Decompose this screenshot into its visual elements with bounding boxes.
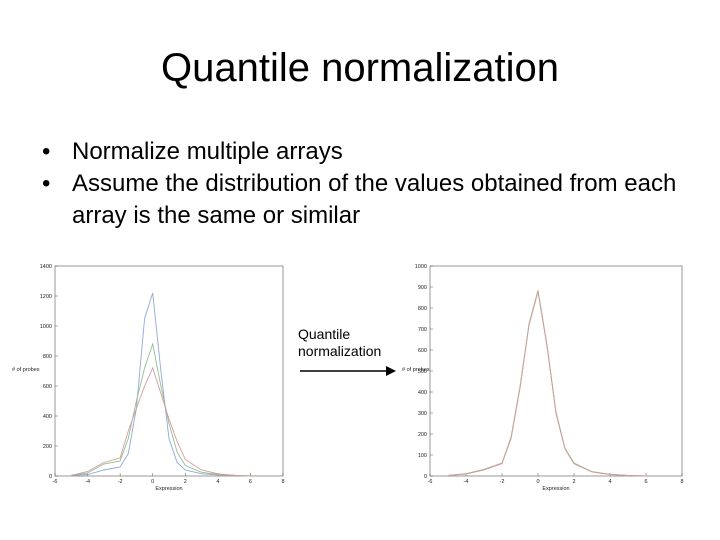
bullet-dot-icon: • — [42, 170, 51, 197]
x-tick-label: 0 — [536, 479, 539, 485]
y-axis-label: # of probes — [402, 367, 430, 373]
y-tick-label: 400 — [43, 414, 52, 420]
y-tick-label: 200 — [43, 444, 52, 450]
series-line-2 — [447, 290, 647, 477]
x-axis-label: Expression — [542, 486, 569, 492]
plot-frame — [54, 265, 284, 477]
slide-title: Quantile normalization — [161, 46, 559, 90]
right-arrow-icon — [300, 366, 396, 376]
histogram-before-svg: -6 -4 -2 0 2 4 6 8 0 200 400 600 800 1000 1200 1400 Expr… — [12, 264, 285, 492]
x-tick-label: 6 — [249, 479, 252, 485]
x-tick-label: -2 — [118, 479, 123, 485]
x-tick-label: 0 — [151, 479, 154, 485]
series-line-3 — [71, 366, 251, 477]
y-tick-label: 300 — [418, 411, 427, 417]
y-tick-label: 600 — [418, 348, 427, 354]
bullet-item: • Assume the distribution of the values … — [40, 168, 700, 232]
arrow-label-line: Quantile — [298, 326, 351, 342]
y-tick-label: 800 — [43, 354, 52, 360]
x-tick-label: -2 — [500, 479, 505, 485]
x-tick-label: 8 — [680, 479, 683, 485]
y-tick-label: 200 — [418, 432, 427, 438]
x-tick-label: 2 — [572, 479, 575, 485]
arrow-label-line: normalization — [298, 343, 382, 359]
arrow-label: Quantile normalization — [298, 326, 408, 360]
y-tick-label: 100 — [418, 453, 427, 459]
bullet-dot-icon: • — [42, 138, 51, 165]
bullet-text: Normalize multiple arrays — [72, 138, 343, 165]
y-tick-label: 0 — [49, 474, 52, 480]
x-tick-label: 6 — [644, 479, 647, 485]
bullet-text: Assume the distribution of the values ob… — [72, 170, 677, 229]
y-tick-label: 1200 — [40, 294, 52, 300]
y-tick-label: 900 — [418, 285, 427, 291]
x-tick-label: 2 — [184, 479, 187, 485]
x-tick-label: -4 — [85, 479, 90, 485]
histogram-before: -6 -4 -2 0 2 4 6 8 0 200 400 600 800 1000 1200 1400 Expr… — [10, 258, 292, 498]
x-axis-label: Expression — [155, 486, 182, 492]
series-line-1 — [447, 291, 647, 477]
series-line-1 — [71, 292, 251, 477]
y-tick-label: 0 — [424, 474, 427, 480]
bullet-item: • Normalize multiple arrays — [40, 136, 700, 168]
plot-frame — [429, 265, 683, 477]
bullet-list: • Normalize multiple arrays • Assume the… — [40, 136, 700, 232]
y-tick-label: 1400 — [40, 264, 52, 270]
x-tick-label: 4 — [608, 479, 611, 485]
x-tick-label: 8 — [281, 479, 284, 485]
series-line-3 — [447, 291, 647, 477]
y-tick-label: 800 — [418, 306, 427, 312]
y-tick-label: 1000 — [415, 264, 427, 270]
x-tick-label: 4 — [216, 479, 219, 485]
y-tick-label: 500 — [418, 369, 427, 375]
y-tick-label: 700 — [418, 327, 427, 333]
y-axis-label: # of probes — [12, 367, 40, 373]
x-tick-label: -6 — [53, 479, 58, 485]
x-tick-label: -6 — [428, 479, 433, 485]
y-tick-label: 600 — [43, 384, 52, 390]
histogram-after-svg: -6 -4 -2 0 2 4 6 8 0 100 200 300 400 500 600 700 800 900 1… — [402, 264, 684, 492]
y-tick-label: 400 — [418, 390, 427, 396]
series-line-2 — [71, 342, 251, 477]
x-tick-label: -4 — [464, 479, 469, 485]
histogram-after: -6 -4 -2 0 2 4 6 8 0 100 200 300 400 500 600 700 800 900 1… — [400, 258, 690, 498]
y-tick-label: 1000 — [40, 324, 52, 330]
